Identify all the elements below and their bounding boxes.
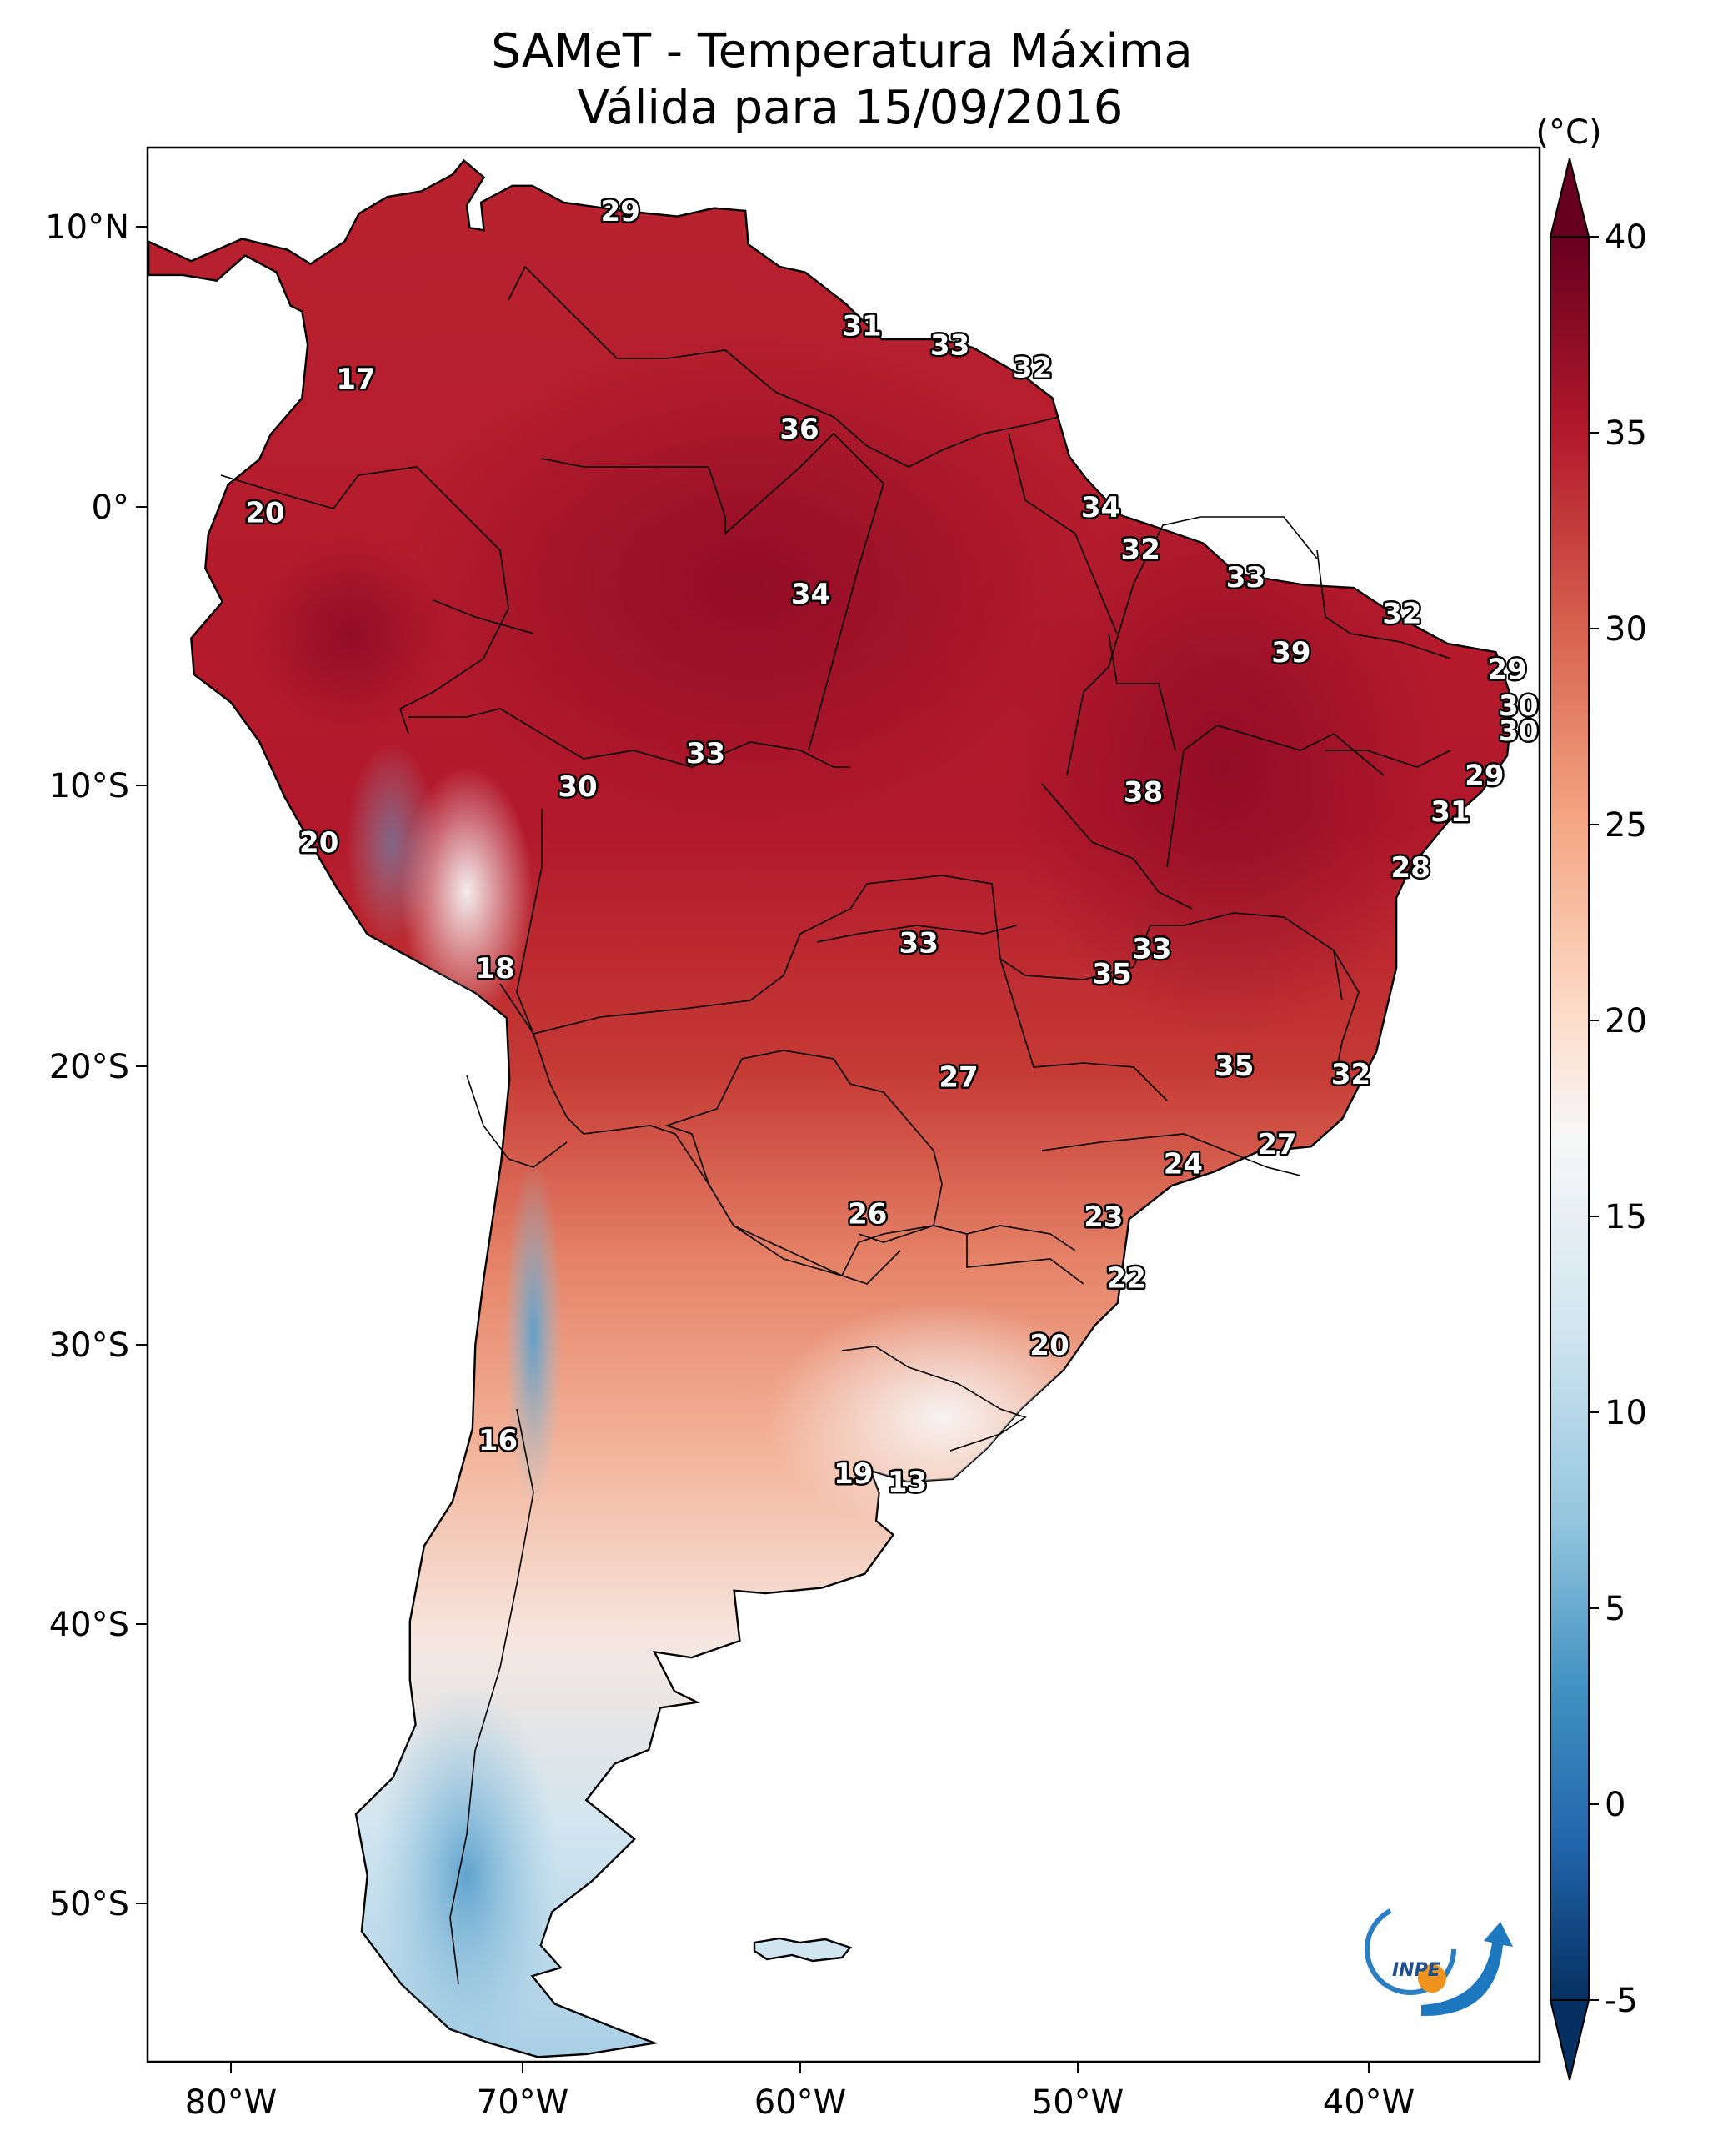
colorbar-tick-label-5: 15	[1605, 1198, 1647, 1236]
colorbar-tick-label-9: -5	[1605, 1982, 1638, 2020]
station-value-20: 31	[1430, 795, 1470, 829]
colorbar-tick-label-4: 20	[1605, 1002, 1647, 1040]
station-value-5: 36	[779, 413, 819, 446]
country-borders	[220, 265, 1451, 1985]
station-value-19: 38	[1124, 776, 1163, 810]
colorbar-unit: (°C)	[1535, 113, 1601, 152]
colorbar-tick-label-7: 5	[1605, 1590, 1625, 1628]
station-value-26: 35	[1092, 957, 1131, 990]
station-value-30: 27	[1257, 1128, 1296, 1161]
colorbar-max-extension	[1549, 158, 1590, 238]
inpe-logo-swoosh	[1421, 1922, 1513, 2017]
cool-andes-peru	[346, 742, 438, 942]
colorbar-tick-label-8: 0	[1605, 1786, 1625, 1824]
station-value-37: 19	[834, 1457, 873, 1491]
colorbar-min-extension	[1549, 1999, 1590, 2081]
station-value-3: 32	[1013, 352, 1052, 385]
lon-label-60w: 60°W	[754, 2083, 846, 2122]
hot-core-west	[250, 534, 450, 734]
station-value-16: 33	[686, 737, 725, 770]
colorbar-tick-label-1: 35	[1605, 414, 1647, 453]
station-value-27: 35	[1215, 1050, 1254, 1083]
station-value-15: 30	[1499, 714, 1538, 748]
station-value-7: 34	[1081, 491, 1120, 524]
lat-label-30s: 30°S	[49, 1326, 129, 1365]
continent-land	[147, 158, 1515, 2058]
colorbar: (°C) 40 35 30 25 20 15 10 5 0 -5	[1535, 113, 1647, 2081]
station-value-6: 20	[245, 497, 284, 530]
lon-label-40w: 40°W	[1323, 2083, 1415, 2122]
inpe-logo-text: INPE	[1392, 1960, 1440, 1981]
lat-label-40s: 40°S	[49, 1606, 129, 1644]
hot-core-northeast	[1009, 492, 1442, 1042]
station-value-12: 39	[1271, 636, 1310, 669]
longitude-axis: 80°W 70°W 60°W 50°W 40°W	[185, 2062, 1415, 2122]
temperature-field-overlays	[250, 333, 1442, 2058]
station-value-13: 29	[1487, 653, 1526, 686]
cold-patagonia	[375, 1684, 558, 2058]
inpe-logo-ring	[1365, 1903, 1456, 1995]
inpe-logo: INPE	[1365, 1903, 1513, 2017]
falkland-islands	[753, 1937, 853, 1963]
station-value-32: 26	[848, 1198, 887, 1231]
station-value-33: 23	[1084, 1201, 1123, 1234]
station-value-22: 28	[1391, 851, 1430, 885]
colorbar-tick-label-6: 10	[1605, 1394, 1647, 1432]
station-value-4: 17	[336, 363, 375, 396]
lat-label-10n: 10°N	[45, 208, 129, 247]
station-value-1: 31	[842, 309, 881, 343]
station-value-21: 20	[299, 826, 338, 860]
station-value-0: 29	[601, 195, 640, 228]
colorbar-gradient	[1550, 236, 1590, 2001]
station-value-17: 29	[1465, 760, 1504, 793]
station-value-35: 20	[1029, 1329, 1069, 1362]
lon-label-50w: 50°W	[1032, 2083, 1124, 2122]
map-title-line1: SAMeT - Temperatura Máxima	[491, 24, 1193, 78]
colorbar-tick-label-0: 40	[1605, 218, 1647, 257]
map-title-line2: Válida para 15/09/2016	[578, 81, 1124, 135]
station-value-25: 18	[475, 952, 514, 985]
station-value-10: 34	[791, 578, 830, 611]
station-value-9: 33	[1226, 561, 1265, 594]
station-value-36: 16	[478, 1424, 518, 1457]
lat-label-50s: 50°S	[49, 1885, 129, 1923]
colorbar-tick-label-2: 30	[1605, 610, 1647, 649]
station-value-11: 32	[1382, 597, 1421, 630]
station-value-14: 30	[1499, 689, 1538, 723]
lat-label-0: 0°	[92, 489, 129, 527]
station-value-28: 32	[1331, 1058, 1370, 1091]
station-value-38: 13	[888, 1466, 927, 1499]
station-value-23: 33	[899, 927, 939, 960]
inpe-logo-sun	[1418, 1964, 1446, 1993]
colorbar-ticks: 40 35 30 25 20 15 10 5 0 -5	[1589, 218, 1647, 2020]
station-value-18: 30	[558, 770, 597, 804]
station-value-2: 33	[930, 329, 969, 363]
latitude-axis: 10°N 0° 10°S 20°S 30°S 40°S 50°S	[45, 208, 148, 1923]
station-value-24: 33	[1132, 932, 1171, 965]
station-value-34: 22	[1107, 1262, 1146, 1296]
lon-label-70w: 70°W	[477, 2083, 568, 2122]
lat-label-20s: 20°S	[49, 1048, 129, 1086]
lon-label-80w: 80°W	[185, 2083, 277, 2122]
colorbar-tick-label-3: 25	[1605, 806, 1647, 845]
station-value-29: 27	[939, 1060, 978, 1094]
lat-label-10s: 10°S	[49, 767, 129, 805]
station-value-8: 32	[1121, 533, 1160, 566]
station-value-31: 24	[1164, 1147, 1203, 1181]
